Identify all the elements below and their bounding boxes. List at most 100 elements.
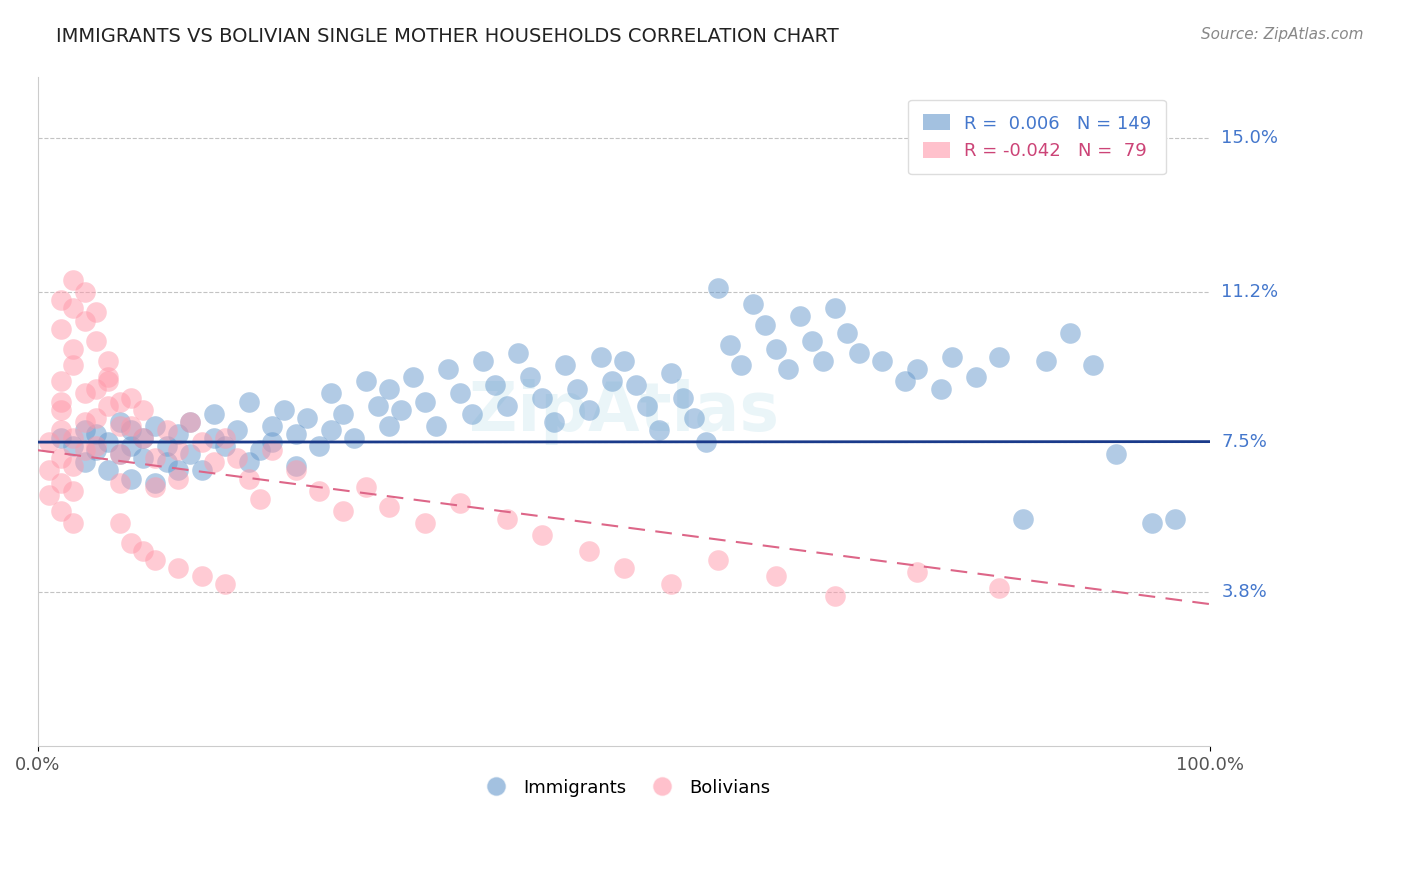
Immigrants	[73, 423, 96, 437]
Bolivians	[167, 472, 190, 486]
Bolivians	[167, 560, 190, 574]
Immigrants	[778, 362, 800, 376]
Immigrants	[988, 350, 1011, 364]
Bolivians	[49, 475, 72, 490]
Bolivians	[530, 528, 553, 542]
Immigrants	[1164, 512, 1187, 526]
Text: 11.2%: 11.2%	[1222, 283, 1278, 301]
Bolivians	[86, 305, 108, 319]
Immigrants	[97, 435, 120, 450]
Immigrants	[262, 435, 284, 450]
Immigrants	[894, 374, 917, 388]
Immigrants	[472, 354, 495, 368]
Immigrants	[530, 391, 553, 405]
Immigrants	[554, 358, 576, 372]
Immigrants	[167, 463, 190, 477]
Text: 15.0%: 15.0%	[1222, 129, 1278, 147]
Bolivians	[765, 569, 787, 583]
Immigrants	[262, 418, 284, 433]
Immigrants	[284, 459, 307, 474]
Bolivians	[73, 415, 96, 429]
Immigrants	[965, 370, 987, 384]
Immigrants	[132, 431, 155, 445]
Immigrants	[495, 399, 517, 413]
Immigrants	[132, 451, 155, 466]
Immigrants	[108, 415, 131, 429]
Bolivians	[62, 431, 84, 445]
Bolivians	[495, 512, 517, 526]
Bolivians	[824, 589, 846, 603]
Bolivians	[143, 451, 166, 466]
Immigrants	[613, 354, 636, 368]
Immigrants	[378, 383, 401, 397]
Bolivians	[86, 334, 108, 348]
Immigrants	[332, 407, 354, 421]
Bolivians	[97, 354, 120, 368]
Bolivians	[143, 552, 166, 566]
Text: Source: ZipAtlas.com: Source: ZipAtlas.com	[1201, 27, 1364, 42]
Immigrants	[378, 418, 401, 433]
Bolivians	[49, 321, 72, 335]
Immigrants	[707, 281, 730, 295]
Bolivians	[73, 386, 96, 401]
Bolivians	[132, 431, 155, 445]
Bolivians	[988, 581, 1011, 595]
Immigrants	[121, 423, 143, 437]
Immigrants	[672, 391, 695, 405]
Bolivians	[97, 374, 120, 388]
Immigrants	[905, 362, 928, 376]
Bolivians	[214, 577, 236, 591]
Immigrants	[1105, 447, 1128, 461]
Bolivians	[97, 399, 120, 413]
Bolivians	[413, 516, 436, 530]
Immigrants	[49, 431, 72, 445]
Immigrants	[543, 415, 565, 429]
Text: IMMIGRANTS VS BOLIVIAN SINGLE MOTHER HOUSEHOLDS CORRELATION CHART: IMMIGRANTS VS BOLIVIAN SINGLE MOTHER HOU…	[56, 27, 839, 45]
Immigrants	[835, 326, 858, 340]
Bolivians	[202, 455, 225, 469]
Bolivians	[284, 463, 307, 477]
Immigrants	[319, 386, 342, 401]
Text: 7.5%: 7.5%	[1222, 434, 1267, 451]
Immigrants	[754, 318, 776, 332]
Bolivians	[73, 285, 96, 300]
Immigrants	[589, 350, 612, 364]
Bolivians	[38, 463, 60, 477]
Immigrants	[460, 407, 482, 421]
Bolivians	[214, 431, 236, 445]
Immigrants	[143, 475, 166, 490]
Immigrants	[273, 402, 295, 417]
Immigrants	[156, 439, 179, 453]
Bolivians	[73, 313, 96, 327]
Immigrants	[73, 455, 96, 469]
Bolivians	[86, 410, 108, 425]
Immigrants	[578, 402, 600, 417]
Immigrants	[179, 447, 201, 461]
Bolivians	[707, 552, 730, 566]
Immigrants	[765, 342, 787, 356]
Immigrants	[941, 350, 963, 364]
Bolivians	[132, 544, 155, 558]
Bolivians	[49, 504, 72, 518]
Immigrants	[62, 439, 84, 453]
Bolivians	[354, 480, 377, 494]
Bolivians	[378, 500, 401, 514]
Bolivians	[613, 560, 636, 574]
Immigrants	[1059, 326, 1081, 340]
Bolivians	[238, 472, 260, 486]
Bolivians	[38, 488, 60, 502]
Immigrants	[86, 443, 108, 458]
Immigrants	[600, 374, 623, 388]
Immigrants	[389, 402, 412, 417]
Immigrants	[143, 418, 166, 433]
Immigrants	[695, 435, 717, 450]
Text: 3.8%: 3.8%	[1222, 583, 1267, 601]
Immigrants	[284, 427, 307, 442]
Immigrants	[742, 297, 765, 311]
Legend: Immigrants, Bolivians: Immigrants, Bolivians	[471, 772, 778, 804]
Bolivians	[49, 402, 72, 417]
Bolivians	[62, 301, 84, 316]
Immigrants	[565, 383, 588, 397]
Immigrants	[824, 301, 846, 316]
Immigrants	[343, 431, 366, 445]
